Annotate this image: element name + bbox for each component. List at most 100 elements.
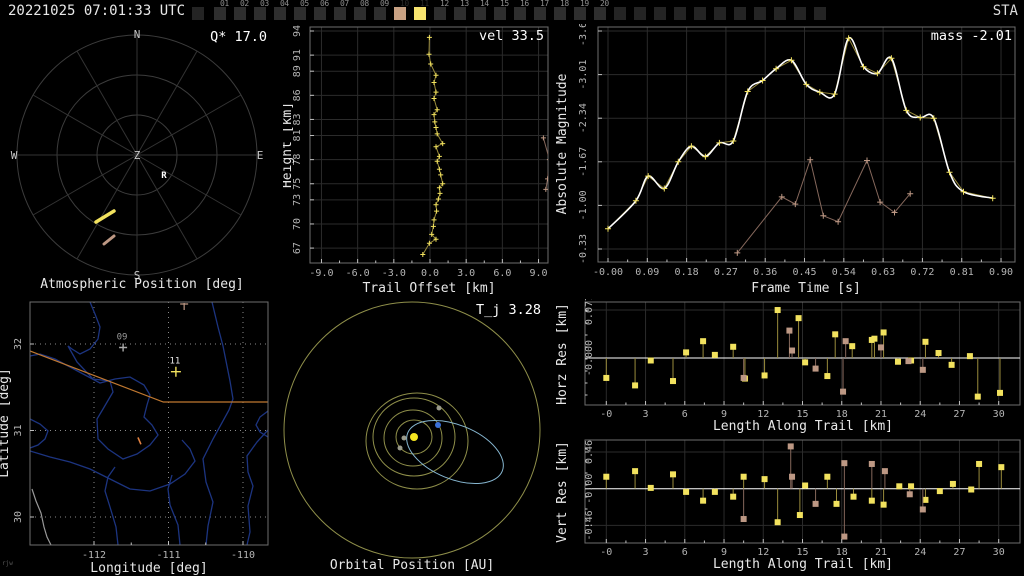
frame-box-05[interactable]: 05 [294,0,314,22]
frame-box-square[interactable] [234,7,246,20]
frame-box-square[interactable] [434,7,446,20]
y-axis-label: Vert Res [km] [555,441,570,543]
frame-box-square[interactable] [594,7,606,20]
frame-box-blank[interactable] [734,0,754,22]
absolute-magnitude-panel: -0.00 0.09 0.18 0.27 0.36 0.45 0.54 0.63 0.72 0.8… [553,24,1024,297]
frame-box-blank[interactable] [614,0,634,22]
frame-box-blank[interactable] [794,0,814,22]
frame-box-blank[interactable] [192,0,212,22]
frame-box-square[interactable] [394,7,406,20]
vert-residual-station-1-marker [796,512,803,519]
frame-box-11[interactable]: 11 [414,0,434,22]
frame-box-square[interactable] [774,7,786,20]
frame-box-07[interactable]: 07 [334,0,354,22]
horz-residual-station-1-marker [761,372,768,379]
frame-box-square[interactable] [354,7,366,20]
horz-residual-station-1-marker [824,373,831,380]
x-tick-label: 18 [836,409,848,420]
frame-box-square[interactable] [534,7,546,20]
frame-number: 09 [380,0,389,8]
frame-number: 15 [500,0,509,8]
x-tick-label: -110 [231,550,255,561]
frame-box-square[interactable] [754,7,766,20]
frame-box-06[interactable]: 06 [314,0,334,22]
frame-box-square[interactable] [474,7,486,20]
frame-box-09[interactable]: 09 [374,0,394,22]
frame-box-blank[interactable] [654,0,674,22]
frame-box-12[interactable]: 12 [434,0,454,22]
frame-box-square[interactable] [454,7,466,20]
frame-box-square[interactable] [574,7,586,20]
y-tick-label: 83 [292,113,303,125]
horz-residual-station-1-marker [683,349,690,356]
y-tick-label: 31 [13,424,24,436]
x-tick-label: 9.0 [530,268,548,279]
horz-residual-station-2-marker [812,365,819,372]
horz-residual-station-1-marker [880,329,887,336]
q-value-label: Q* 17.0 [210,29,267,45]
frame-box-square[interactable] [294,7,306,20]
frame-box-square[interactable] [714,7,726,20]
frame-box-blank[interactable] [774,0,794,22]
y-tick-label: 0.46 [584,440,595,464]
frame-box-square[interactable] [554,7,566,20]
frame-box-square[interactable] [314,7,326,20]
x-axis-label: Longitude [deg] [90,561,207,576]
river-line [30,418,49,449]
horz-residual-station-1-marker [603,374,610,381]
frame-box-18[interactable]: 18 [554,0,574,22]
frame-box-17[interactable]: 17 [534,0,554,22]
meteor-streak-yellow [94,209,116,224]
frame-box-blank[interactable] [754,0,774,22]
orbital-position-panel: T_j 3.28 Orbital Position [AU] [281,299,543,576]
x-axis-label: Length Along Trail [km] [713,557,893,572]
map-content: 09 11 [30,302,268,545]
frame-box-01[interactable]: 01 [214,0,234,22]
x-tick-label: 6.0 [493,268,511,279]
horz-residual-station-1-marker [632,382,639,389]
frame-box-16[interactable]: 16 [514,0,534,22]
horz-residual-station-1-marker [832,331,839,338]
frame-box-10[interactable]: 10 [394,0,414,22]
frame-box-blank[interactable] [694,0,714,22]
top-edge-marker [180,303,189,310]
frame-box-square[interactable] [674,7,686,20]
frame-box-08[interactable]: 08 [354,0,374,22]
station-marker-label: 09 [117,332,128,342]
frame-box-14[interactable]: 14 [474,0,494,22]
frame-box-13[interactable]: 13 [454,0,474,22]
frame-box-02[interactable]: 02 [234,0,254,22]
frame-box-square[interactable] [334,7,346,20]
frame-box-blank[interactable] [714,0,734,22]
frame-box-square[interactable] [414,7,426,20]
frame-box-20[interactable]: 20 [594,0,614,22]
frame-box-square[interactable] [654,7,666,20]
frame-box-square[interactable] [494,7,506,20]
frame-box-square[interactable] [614,7,626,20]
y-tick-label: 73 [292,194,303,206]
y-axis-label: Horz Res [km] [555,303,570,405]
frame-box-square[interactable] [694,7,706,20]
frame-box-square[interactable] [734,7,746,20]
frame-box-square[interactable] [634,7,646,20]
frame-box-blank[interactable] [634,0,654,22]
x-axis-label: Frame Time [s] [751,281,861,296]
plot-border [597,26,1016,263]
frame-box-square[interactable] [192,7,204,20]
frame-box-blank[interactable] [814,0,834,22]
frame-box-blank[interactable] [674,0,694,22]
frame-box-square[interactable] [794,7,806,20]
frame-box-square[interactable] [214,7,226,20]
frame-box-03[interactable]: 03 [254,0,274,22]
frame-box-square[interactable] [274,7,286,20]
frame-box-square[interactable] [374,7,386,20]
vert-residual-station-1-marker [896,483,903,490]
frame-box-square[interactable] [814,7,826,20]
frame-box-square[interactable] [514,7,526,20]
frame-box-19[interactable]: 19 [574,0,594,22]
frame-box-square[interactable] [254,7,266,20]
y-tick-label: 94 [292,25,303,37]
frame-box-15[interactable]: 15 [494,0,514,22]
frame-box-04[interactable]: 04 [274,0,294,22]
compass-south: S [134,269,141,282]
